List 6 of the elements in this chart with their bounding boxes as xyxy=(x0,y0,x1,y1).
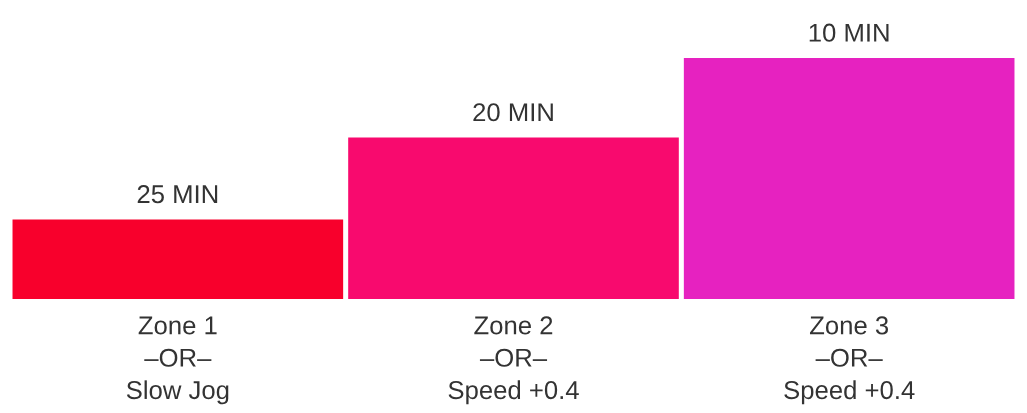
annotation: 25 MIN xyxy=(137,185,218,204)
x-tick-label: Zone 2 –OR– Speed +0.4 xyxy=(448,316,579,405)
annotation: 20 MIN xyxy=(473,103,553,122)
annotation: 10 MIN xyxy=(809,23,889,42)
x-tick-label: Zone 3 –OR– Speed +0.4 xyxy=(784,316,915,405)
x-tick-label: Zone 1 –OR– Slow Jog xyxy=(126,316,229,405)
